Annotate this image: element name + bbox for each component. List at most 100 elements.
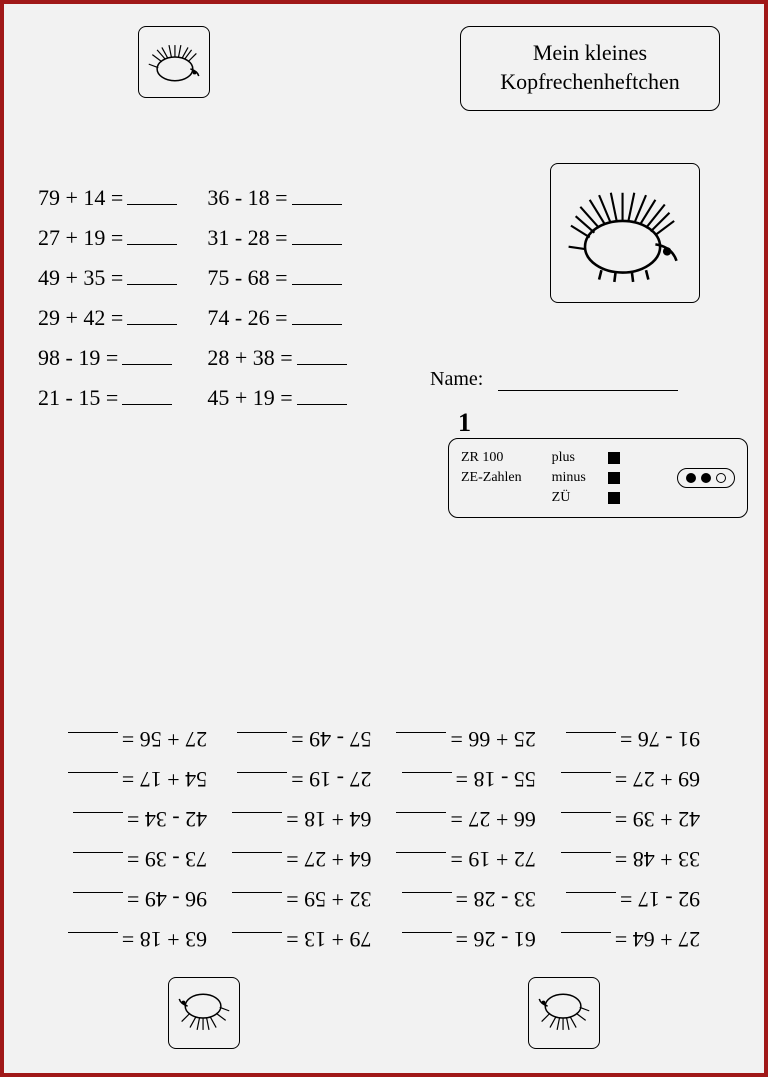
answer-blank[interactable] — [127, 305, 177, 325]
problems-top: 79 + 14 =27 + 19 =49 + 35 =29 + 42 =98 -… — [38, 178, 347, 418]
answer-blank[interactable] — [292, 265, 342, 285]
info-left-col: ZR 100 ZE-Zahlen — [461, 450, 522, 506]
answer-blank[interactable] — [297, 345, 347, 365]
math-problem: 79 + 13 = — [232, 919, 371, 959]
info-label: plus — [552, 450, 602, 466]
answer-blank[interactable] — [73, 892, 123, 912]
math-problem: 73 - 39 = — [68, 839, 207, 879]
math-problem: 66 + 27 = — [397, 799, 536, 839]
page-number: 1 — [458, 408, 471, 438]
math-problem: 96 - 49 = — [68, 879, 207, 919]
answer-blank[interactable] — [292, 225, 342, 245]
answer-blank[interactable] — [68, 772, 118, 792]
problem-column: 63 + 18 =96 - 49 =73 - 39 =42 - 34 =54 +… — [68, 719, 207, 959]
hedgehog-icon — [550, 163, 700, 303]
math-problem: 57 - 49 = — [232, 719, 371, 759]
dot-icon — [716, 473, 726, 483]
info-row: plus — [552, 450, 620, 466]
title-box: Mein kleines Kopfrechenheftchen — [460, 26, 720, 111]
info-right-col: plus minus ZÜ — [552, 450, 620, 506]
answer-blank[interactable] — [237, 732, 287, 752]
answer-blank[interactable] — [127, 225, 177, 245]
answer-blank[interactable] — [397, 812, 447, 832]
math-problem: 42 - 34 = — [68, 799, 207, 839]
answer-blank[interactable] — [561, 852, 611, 872]
math-problem: 55 - 18 = — [397, 759, 536, 799]
info-box: ZR 100 ZE-Zahlen plus minus ZÜ — [448, 438, 748, 518]
answer-blank[interactable] — [232, 892, 282, 912]
info-row: ZÜ — [552, 490, 620, 506]
dot-icon — [686, 473, 696, 483]
answer-blank[interactable] — [122, 345, 172, 365]
answer-blank[interactable] — [237, 772, 287, 792]
answer-blank[interactable] — [297, 385, 347, 405]
math-problem: 32 + 59 = — [232, 879, 371, 919]
answer-blank[interactable] — [127, 265, 177, 285]
math-problem: 61 - 26 = — [397, 919, 536, 959]
math-problem: 27 + 56 = — [68, 719, 207, 759]
math-problem: 64 + 27 = — [232, 839, 371, 879]
answer-blank[interactable] — [402, 772, 452, 792]
math-problem: 72 + 19 = — [397, 839, 536, 879]
dot-icon — [701, 473, 711, 483]
answer-blank[interactable] — [292, 305, 342, 325]
answer-blank[interactable] — [232, 852, 282, 872]
checkbox-icon — [608, 472, 620, 484]
math-problem: 27 + 19 = — [38, 218, 177, 258]
math-problem: 79 + 14 = — [38, 178, 177, 218]
answer-blank[interactable] — [68, 932, 118, 952]
answer-blank[interactable] — [402, 892, 452, 912]
name-input-line[interactable] — [498, 371, 678, 391]
answer-blank[interactable] — [127, 185, 177, 205]
answer-blank[interactable] — [397, 852, 447, 872]
answer-blank[interactable] — [68, 732, 118, 752]
checkbox-icon — [608, 452, 620, 464]
math-problem: 25 + 66 = — [397, 719, 536, 759]
math-problem: 27 + 64 = — [561, 919, 700, 959]
answer-blank[interactable] — [402, 932, 452, 952]
answer-blank[interactable] — [397, 732, 447, 752]
info-label: ZE-Zahlen — [461, 470, 522, 486]
math-problem: 75 - 68 = — [207, 258, 346, 298]
answer-blank[interactable] — [561, 932, 611, 952]
math-problem: 69 + 27 = — [561, 759, 700, 799]
math-problem: 36 - 18 = — [207, 178, 346, 218]
problem-column: 79 + 14 =27 + 19 =49 + 35 =29 + 42 =98 -… — [38, 178, 177, 418]
answer-blank[interactable] — [232, 932, 282, 952]
math-problem: 91 - 76 = — [561, 719, 700, 759]
math-problem: 42 + 39 = — [561, 799, 700, 839]
problem-column: 36 - 18 =31 - 28 =75 - 68 =74 - 26 =28 +… — [207, 178, 346, 418]
math-problem: 28 + 38 = — [207, 338, 346, 378]
info-label: ZR 100 — [461, 450, 522, 466]
title-line2: Kopfrechenheftchen — [461, 68, 719, 97]
worksheet-page: Mein kleines Kopfrechenheftchen — [8, 8, 760, 1069]
math-problem: 74 - 26 = — [207, 298, 346, 338]
difficulty-dots — [677, 468, 735, 488]
math-problem: 49 + 35 = — [38, 258, 177, 298]
problem-column: 27 + 64 =92 - 17 =33 + 48 =42 + 39 =69 +… — [561, 719, 700, 959]
math-problem: 29 + 42 = — [38, 298, 177, 338]
problem-column: 79 + 13 =32 + 59 =64 + 27 =64 + 18 =27 -… — [232, 719, 371, 959]
answer-blank[interactable] — [561, 772, 611, 792]
info-row: minus — [552, 470, 620, 486]
hedgehog-icon — [138, 26, 210, 98]
math-problem: 31 - 28 = — [207, 218, 346, 258]
math-problem: 21 - 15 = — [38, 378, 177, 418]
name-label: Name: — [430, 368, 483, 390]
answer-blank[interactable] — [73, 852, 123, 872]
info-label: minus — [552, 470, 602, 486]
problems-bottom: 27 + 64 =92 - 17 =33 + 48 =42 + 39 =69 +… — [8, 719, 760, 959]
math-problem: 92 - 17 = — [561, 879, 700, 919]
answer-blank[interactable] — [122, 385, 172, 405]
answer-blank[interactable] — [73, 812, 123, 832]
answer-blank[interactable] — [566, 732, 616, 752]
checkbox-icon — [608, 492, 620, 504]
answer-blank[interactable] — [561, 812, 611, 832]
hedgehog-icon — [168, 977, 240, 1049]
name-field: Name: — [430, 368, 710, 391]
math-problem: 98 - 19 = — [38, 338, 177, 378]
answer-blank[interactable] — [292, 185, 342, 205]
answer-blank[interactable] — [566, 892, 616, 912]
math-problem: 64 + 18 = — [232, 799, 371, 839]
answer-blank[interactable] — [232, 812, 282, 832]
